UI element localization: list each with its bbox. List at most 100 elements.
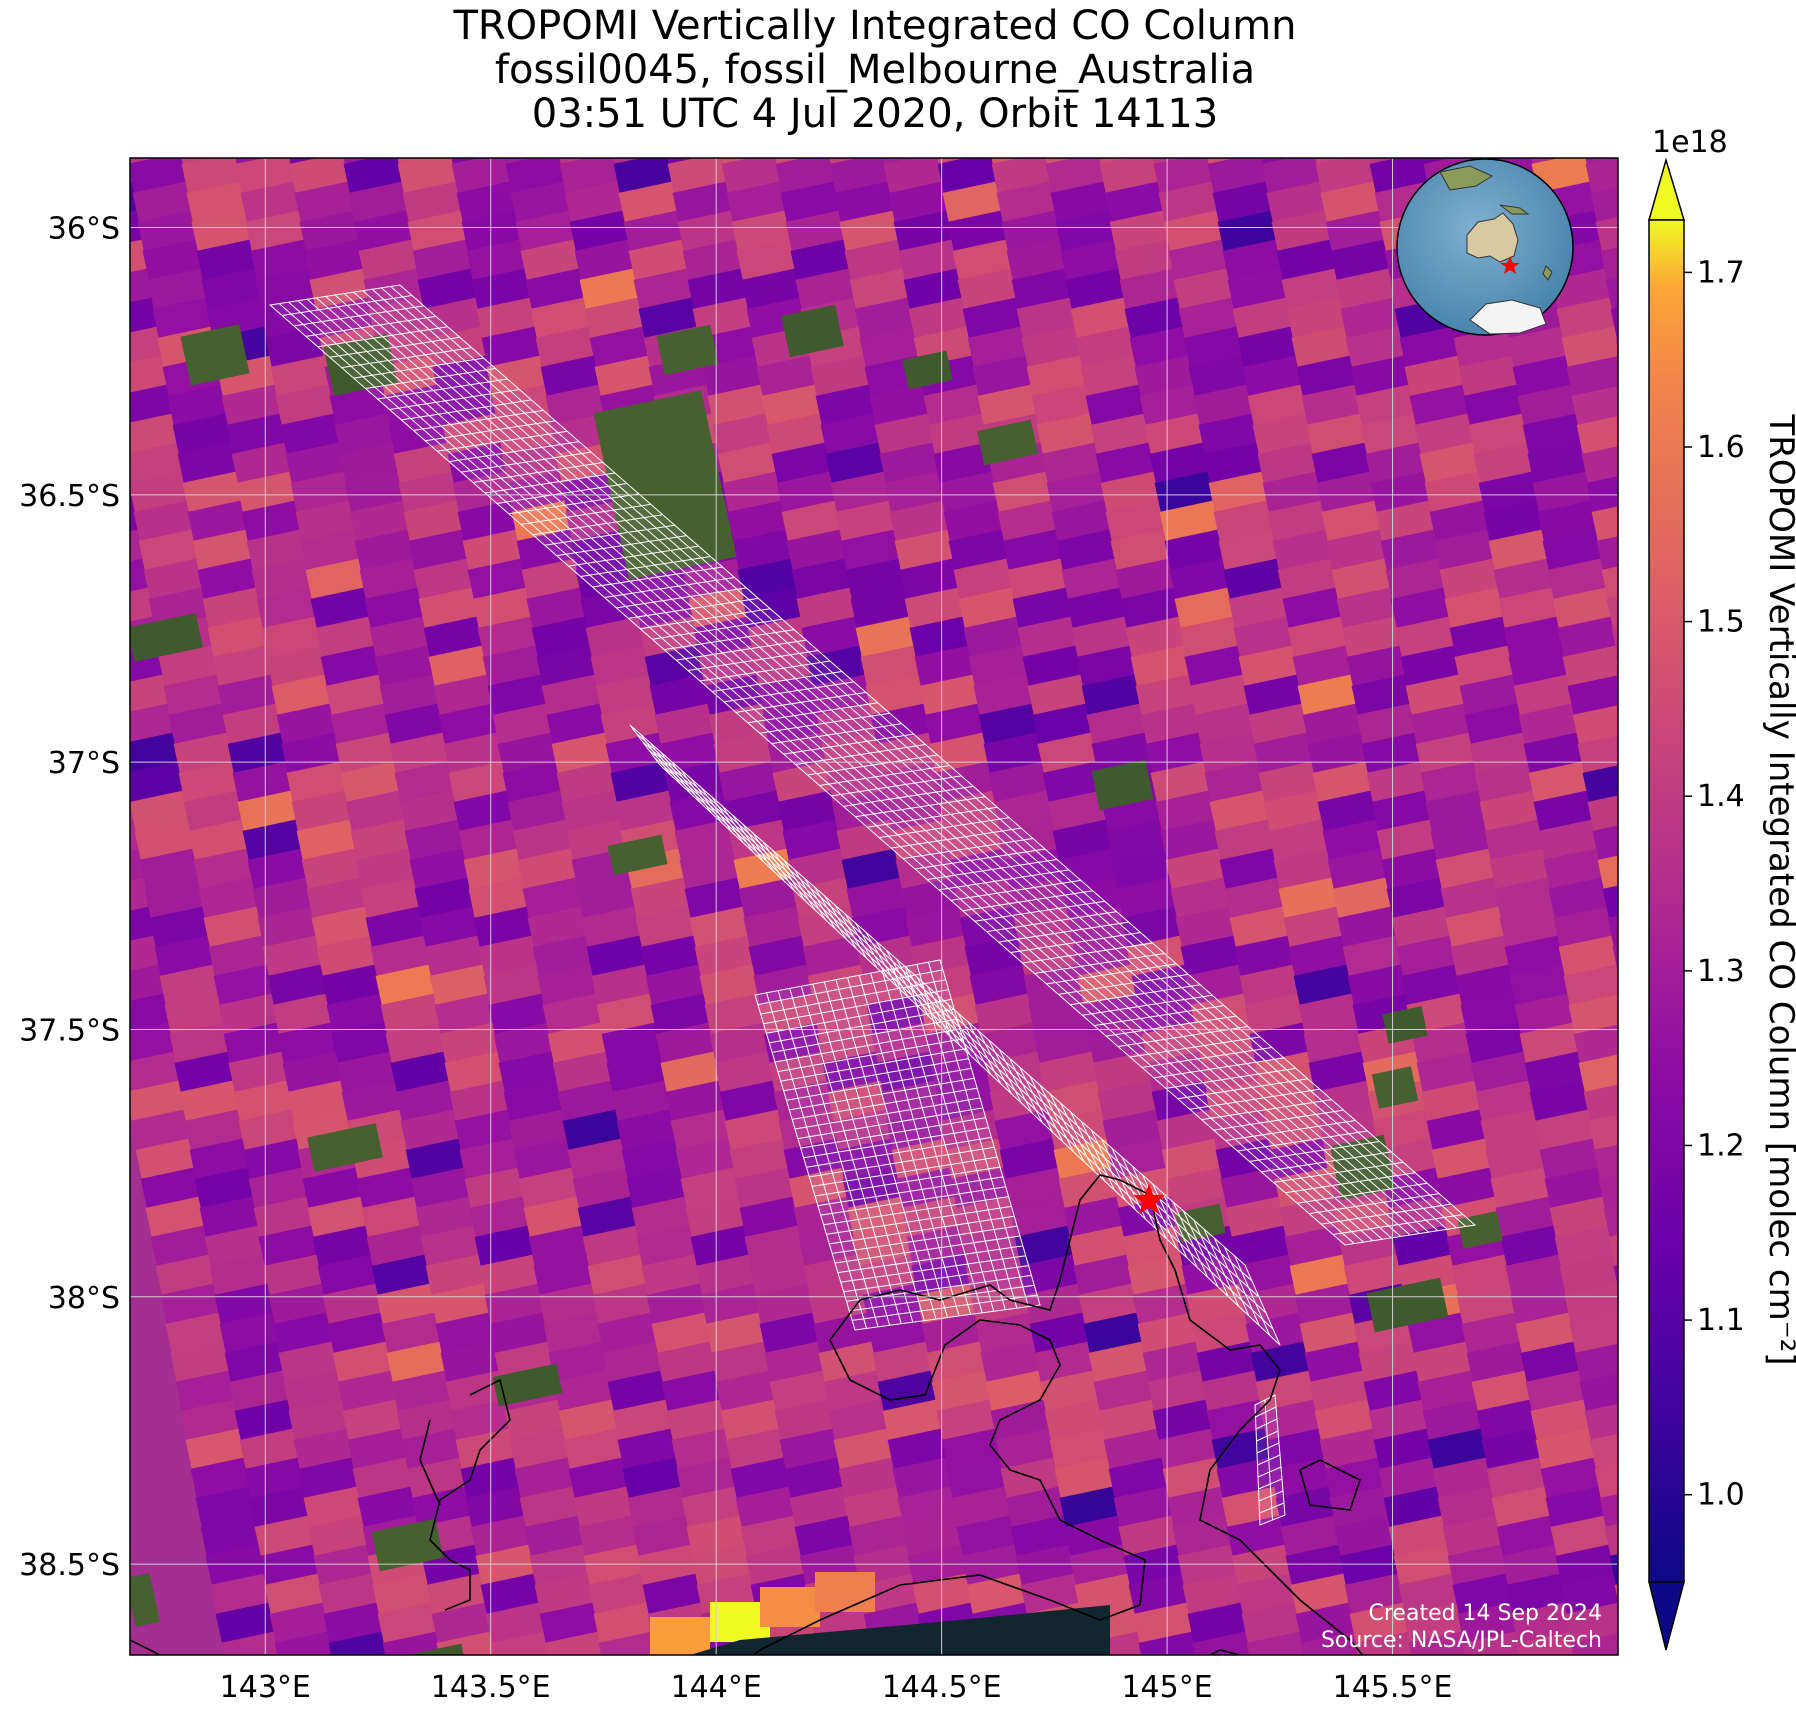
co-pixel — [1308, 1051, 1370, 1094]
co-pixel — [50, 326, 111, 368]
co-pixel-high — [650, 1617, 710, 1655]
co-pixel — [529, 1544, 591, 1587]
co-pixel — [669, 790, 731, 833]
co-pixel — [523, 1196, 585, 1239]
co-pixel — [1345, 326, 1407, 369]
co-pixel — [1601, 558, 1618, 601]
co-pixel — [626, 1167, 688, 1210]
colorbar-label: TROPOMI Vertically Integrated CO Column … — [1761, 413, 1796, 1365]
co-pixel — [1047, 790, 1109, 833]
co-pixel — [281, 732, 343, 775]
co-pixel — [413, 558, 475, 601]
co-pixel — [273, 1312, 335, 1355]
co-pixel — [306, 877, 368, 920]
co-pixel — [705, 1312, 767, 1355]
co-pixel — [149, 906, 211, 949]
co-pixel — [1388, 1515, 1450, 1558]
co-pixel — [291, 790, 353, 833]
co-pixel — [288, 1399, 350, 1442]
co-pixel — [1280, 1515, 1342, 1558]
co-pixel — [1381, 848, 1443, 891]
co-pixel — [1581, 442, 1618, 485]
co-pixel — [201, 268, 263, 311]
co-pixel — [348, 181, 410, 224]
co-pixel — [1478, 471, 1540, 514]
co-pixel — [748, 935, 810, 978]
co-pixel — [1066, 587, 1128, 630]
snapshot-grid-tail — [1254, 1394, 1286, 1526]
co-pixel — [1124, 297, 1186, 340]
co-pixel — [200, 1515, 262, 1558]
coastline-segment — [1208, 1649, 1244, 1655]
co-pixel — [1110, 529, 1172, 572]
co-pixel — [825, 442, 887, 485]
co-pixel — [1505, 1254, 1567, 1297]
co-pixel — [1595, 210, 1618, 253]
co-pixel — [1095, 442, 1157, 485]
co-pixel — [1401, 964, 1463, 1007]
co-pixel — [1061, 558, 1123, 601]
co-pixel — [764, 1341, 826, 1384]
co-pixel — [264, 1573, 326, 1616]
co-pixel — [395, 1080, 457, 1123]
co-pixel — [1187, 1602, 1249, 1645]
co-pixel — [221, 384, 283, 427]
co-pixel — [217, 674, 279, 717]
co-pixel — [996, 181, 1058, 224]
co-pixel — [471, 268, 533, 311]
co-pixel — [56, 674, 117, 716]
co-pixel — [948, 529, 1010, 572]
co-pixel — [1185, 964, 1247, 1007]
co-pixel — [145, 1196, 207, 1239]
co-pixel — [192, 529, 254, 572]
co-pixel — [866, 993, 928, 1036]
co-pixel — [767, 732, 829, 775]
co-pixel — [572, 1167, 634, 1210]
co-pixel — [165, 1312, 227, 1355]
co-pixel — [1495, 1196, 1557, 1239]
co-pixel — [830, 1718, 891, 1734]
co-pixel — [1329, 1486, 1391, 1529]
co-pixel — [1537, 500, 1599, 543]
co-pixel — [1255, 1370, 1317, 1413]
co-pixel — [355, 848, 417, 891]
co-pixel — [908, 297, 970, 340]
co-pixel — [1105, 500, 1167, 543]
co-pixel — [1370, 471, 1432, 514]
co-pixel — [130, 790, 137, 833]
co-pixel — [517, 848, 579, 891]
co-pixel — [1468, 1660, 1529, 1702]
co-pixel — [11, 413, 72, 455]
co-pixel — [1694, 1718, 1755, 1734]
co-pixel — [1273, 848, 1335, 891]
co-pixel — [485, 1602, 547, 1645]
co-pixel — [168, 703, 230, 746]
co-pixel — [1792, 94, 1796, 136]
colorbar-extend-min — [1648, 1581, 1685, 1651]
co-pixel — [515, 210, 577, 253]
co-pixel — [1068, 1225, 1130, 1268]
co-pixel — [738, 877, 800, 920]
co-pixel — [213, 964, 275, 1007]
co-pixel — [371, 1254, 433, 1297]
co-pixel — [130, 761, 186, 804]
co-pixel — [1414, 413, 1476, 456]
co-pixel — [361, 1196, 423, 1239]
co-pixel — [731, 210, 793, 253]
imagery-patch — [130, 613, 203, 662]
co-pixel — [1542, 529, 1604, 572]
latitude-tick-label: 38°S — [48, 1281, 120, 1316]
co-pixel — [1506, 1573, 1568, 1616]
co-pixel — [1426, 1109, 1488, 1152]
co-pixel — [1134, 355, 1196, 398]
co-pixel — [1245, 1312, 1307, 1355]
co-pixel — [1249, 1022, 1311, 1065]
co-pixel — [581, 906, 643, 949]
co-pixel — [130, 1022, 177, 1065]
co-pixel — [1263, 790, 1325, 833]
co-pixel — [1582, 761, 1618, 804]
co-pixel — [1056, 529, 1118, 572]
co-pixel — [1421, 1080, 1483, 1123]
co-pixel — [439, 1022, 501, 1065]
